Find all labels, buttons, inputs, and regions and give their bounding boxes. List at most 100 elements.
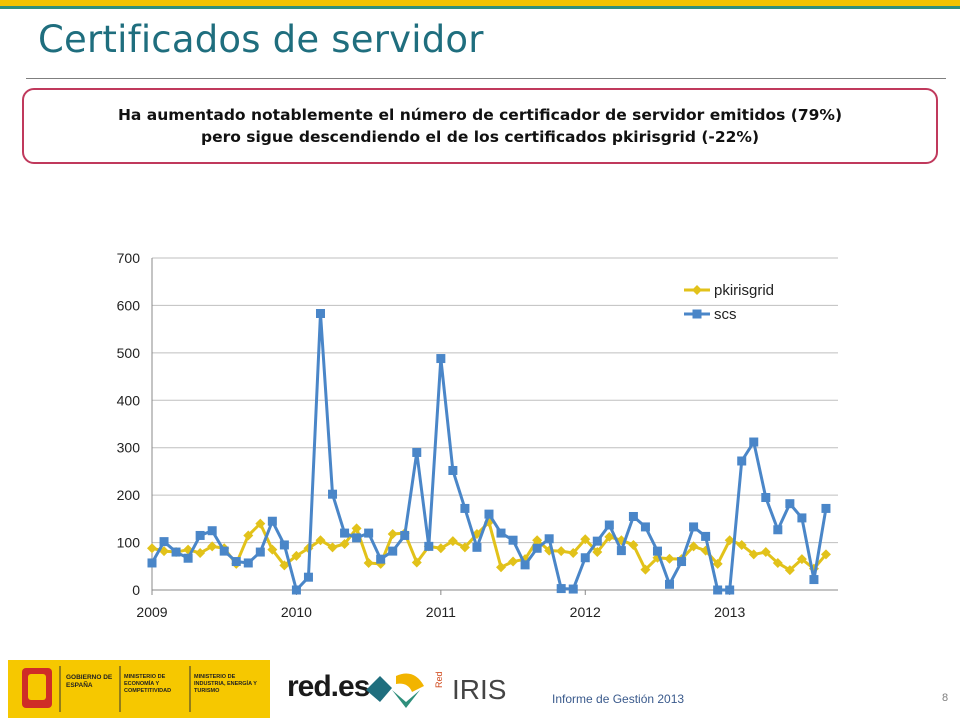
point-scs <box>315 308 325 318</box>
callout-line-2: pero sigue descendiendo el de los certif… <box>200 128 760 146</box>
series-line-pkirisgrid <box>151 520 828 572</box>
gobierno-label: GOBIERNO DE ESPAÑA <box>66 674 113 689</box>
point-pkirisgrid <box>628 539 639 550</box>
point-scs <box>340 528 350 538</box>
y-tick-label: 300 <box>117 440 141 456</box>
point-scs <box>628 511 638 521</box>
point-pkirisgrid <box>291 550 302 561</box>
point-pkirisgrid <box>604 531 615 542</box>
point-scs <box>713 585 723 595</box>
point-scs <box>255 547 265 557</box>
point-pkirisgrid <box>532 535 543 546</box>
y-tick-label: 200 <box>117 487 141 503</box>
point-scs <box>412 447 422 457</box>
red-label: Red <box>434 671 444 688</box>
point-pkirisgrid <box>447 536 458 547</box>
legend-marker-pkirisgrid <box>692 285 702 295</box>
point-pkirisgrid <box>327 542 338 553</box>
x-tick-label: 2013 <box>714 604 745 620</box>
point-scs <box>460 503 470 513</box>
point-scs <box>725 585 735 595</box>
point-scs <box>231 557 241 567</box>
point-scs <box>496 528 506 538</box>
point-pkirisgrid <box>207 541 218 552</box>
point-scs <box>159 537 169 547</box>
point-scs <box>424 541 434 551</box>
point-pkirisgrid <box>363 557 374 568</box>
point-scs <box>388 546 398 556</box>
point-scs <box>592 536 602 546</box>
iris-logo: IRIS <box>452 674 507 705</box>
point-pkirisgrid <box>568 548 579 559</box>
point-scs <box>448 465 458 475</box>
redes-logo: red.es <box>287 670 370 703</box>
point-pkirisgrid <box>279 560 290 571</box>
point-scs <box>689 522 699 532</box>
point-pkirisgrid <box>796 554 807 565</box>
point-scs <box>328 489 338 499</box>
point-scs <box>508 535 518 545</box>
point-scs <box>436 354 446 364</box>
point-scs <box>580 553 590 563</box>
rediris-emblem-icon <box>366 673 424 708</box>
point-scs <box>701 531 711 541</box>
y-tick-label: 700 <box>117 250 141 266</box>
point-scs <box>677 557 687 567</box>
x-tick-label: 2010 <box>281 604 312 620</box>
point-scs <box>171 547 181 557</box>
x-tick-label: 2012 <box>570 604 601 620</box>
point-scs <box>797 513 807 523</box>
y-tick-label: 500 <box>117 345 141 361</box>
point-scs <box>183 553 193 563</box>
point-scs <box>665 579 675 589</box>
point-scs <box>279 540 289 550</box>
x-tick-label: 2009 <box>136 604 167 620</box>
y-tick-label: 100 <box>117 535 141 551</box>
point-scs <box>400 530 410 540</box>
ministerio-economia-label: MINISTERIO DE ECONOMÍA Y COMPETITIVIDAD <box>124 674 172 694</box>
point-scs <box>364 528 374 538</box>
point-pkirisgrid <box>784 565 795 576</box>
point-scs <box>640 522 650 532</box>
point-scs <box>809 575 819 585</box>
point-pkirisgrid <box>411 557 422 568</box>
point-scs <box>821 503 831 513</box>
x-tick-label: 2011 <box>426 604 456 620</box>
point-scs <box>219 546 229 556</box>
point-pkirisgrid <box>195 548 206 559</box>
point-pkirisgrid <box>736 539 747 550</box>
legend-marker-scs <box>692 309 702 319</box>
page-number: 8 <box>942 692 949 704</box>
point-scs <box>147 558 157 568</box>
point-scs <box>532 543 542 553</box>
point-scs <box>352 533 362 543</box>
point-pkirisgrid <box>748 549 759 560</box>
point-pkirisgrid <box>147 543 157 554</box>
ministerio-industria-label: MINISTERIO DE INDUSTRIA, ENERGÍA Y TURIS… <box>194 674 257 694</box>
point-scs <box>267 516 277 526</box>
point-pkirisgrid <box>351 523 362 534</box>
point-pkirisgrid <box>724 535 735 546</box>
point-pkirisgrid <box>459 542 470 553</box>
point-pkirisgrid <box>435 543 446 554</box>
top-accent-bar <box>0 0 960 6</box>
point-scs <box>195 530 205 540</box>
legend-label-pkirisgrid: pkirisgrid <box>714 282 774 299</box>
point-scs <box>472 542 482 552</box>
point-pkirisgrid <box>820 549 831 560</box>
point-scs <box>568 584 578 594</box>
summary-callout: Ha aumentado notablemente el número de c… <box>22 88 938 164</box>
point-pkirisgrid <box>339 538 350 549</box>
point-scs <box>243 558 253 568</box>
title-divider <box>26 78 946 79</box>
y-tick-label: 400 <box>117 392 141 408</box>
point-scs <box>773 525 783 535</box>
point-pkirisgrid <box>688 541 699 552</box>
point-scs <box>737 456 747 466</box>
y-tick-label: 600 <box>117 297 141 313</box>
point-pkirisgrid <box>315 535 326 546</box>
point-scs <box>604 520 614 530</box>
top-accent-stripe <box>0 6 960 9</box>
point-scs <box>785 499 795 509</box>
point-scs <box>520 560 530 570</box>
